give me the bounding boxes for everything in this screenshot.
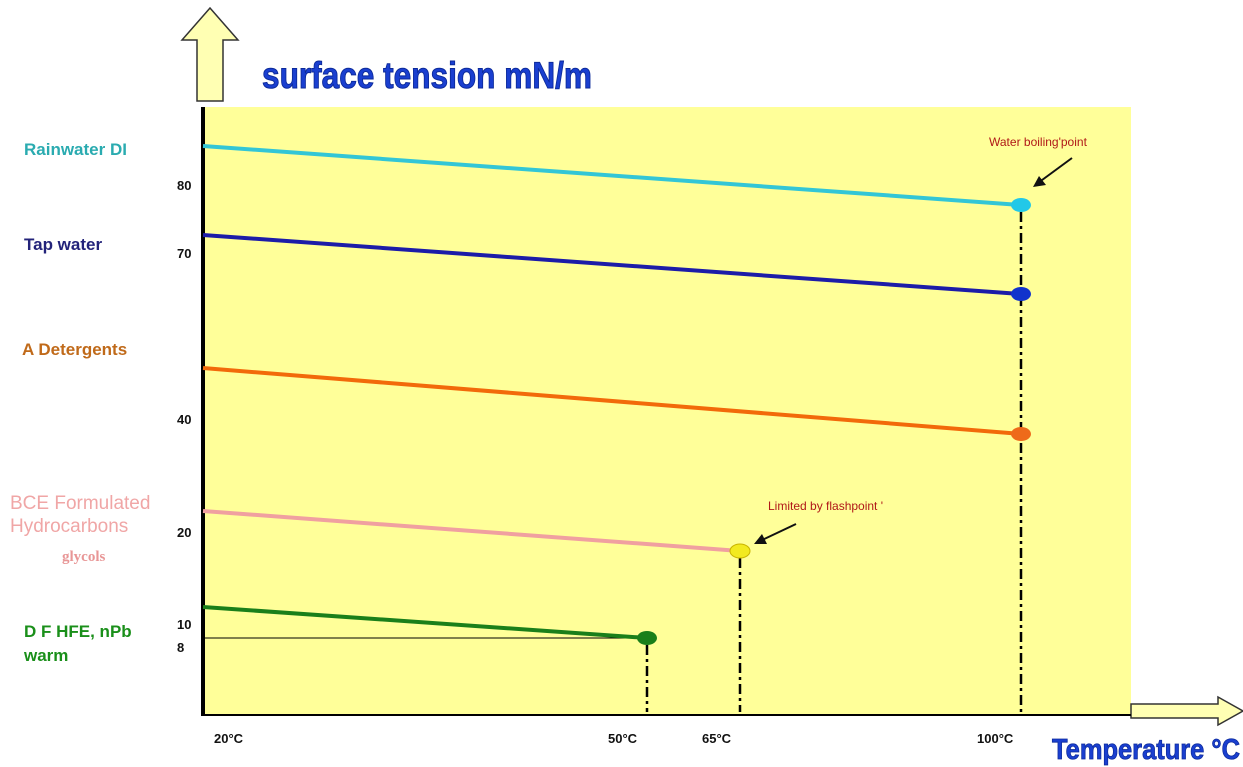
y-tick-label: 20 [177, 525, 191, 540]
annotation-text: Water boiling'point [989, 135, 1088, 149]
y-tick-label: 70 [177, 246, 191, 261]
arrowhead-icon [754, 534, 767, 544]
series-line [202, 366, 1022, 436]
series-line [202, 233, 1022, 296]
series-label-detergents: A Detergents [22, 340, 128, 359]
series-label-hydrocarbons: BCE Formulated Hydrocarbons [10, 493, 151, 537]
annotation-arrow [759, 523, 797, 542]
y-axis-arrow-icon [180, 6, 240, 102]
annotation-arrow [1037, 157, 1073, 184]
series-line [202, 605, 648, 640]
annotation-flashpoint: Limited by flashpoint ' [754, 499, 883, 544]
x-tick-label: 20°C [214, 731, 244, 746]
y-tick-label: 8 [177, 640, 184, 655]
x-axis-arrow-icon [1130, 695, 1243, 727]
arrowhead-icon [1033, 176, 1046, 187]
annotation-boiling-point: Water boiling'point [989, 135, 1088, 187]
x-tick-label: 65°C [702, 731, 732, 746]
series-end-marker [1011, 198, 1031, 212]
y-tick-label: 80 [177, 178, 191, 193]
x-axis-title: Temperature °C [1052, 734, 1240, 766]
annotation-text: Limited by flashpoint ' [768, 499, 883, 513]
series-label-hfe: D F HFE, nPb warm [24, 622, 132, 665]
plot-background [203, 107, 1131, 714]
series-markers [637, 198, 1031, 645]
series-end-marker [637, 631, 657, 645]
series-end-marker [1011, 287, 1031, 301]
y-tick-label: 10 [177, 617, 191, 632]
x-tick-label: 100°C [977, 731, 1014, 746]
drop-lines [645, 212, 1023, 712]
series-line [202, 144, 1022, 207]
series-end-marker [729, 543, 751, 559]
series-lines [202, 144, 1022, 640]
series-label-tap-water: Tap water [24, 235, 103, 254]
chart-title: surface tension mN/m [262, 55, 592, 96]
series-label-rainwater: Rainwater DI [24, 140, 127, 159]
series-end-marker [1011, 427, 1031, 441]
y-tick-label: 40 [177, 412, 191, 427]
x-tick-labels: 20°C 50°C 65°C 100°C [214, 731, 1014, 746]
series-label-glycols: glycols [62, 549, 106, 565]
series-line [202, 509, 741, 553]
x-tick-label: 50°C [608, 731, 638, 746]
y-tick-labels: 80 70 40 20 10 8 [177, 178, 191, 655]
